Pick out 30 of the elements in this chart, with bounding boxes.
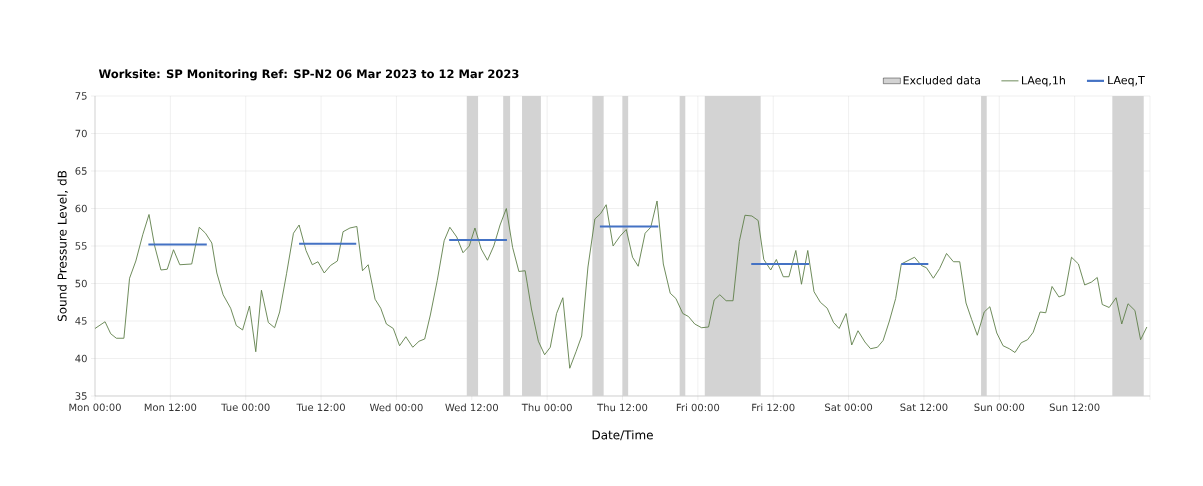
legend-label: Excluded data [903,75,980,85]
y-tick-label: 35 [75,392,87,400]
y-tick-label: 50 [75,279,87,288]
x-tick-label: Wed 12:00 [445,403,499,412]
legend-label: LAeq,T [1108,76,1145,87]
legend-label: LAeq,1h [1022,75,1065,87]
line-series [94,200,1148,369]
x-tick-label: Tue 00:00 [221,403,270,412]
x-tick-label: Fri 00:00 [676,403,720,412]
x-tick-label: Sun 00:00 [974,403,1025,412]
x-axis-title: Date/Time [592,430,653,441]
y-tick-label: 40 [75,354,87,363]
y-tick-label: 75 [75,92,87,100]
x-tick-label: Fri 12:00 [752,403,795,412]
chart-title: Worksite: SP Monitoring Ref: SP-N2 06 Mar 2023 to 12 Mar 2023 [98,69,519,81]
y-tick-label: 60 [75,204,87,213]
x-tick-label: Thu 12:00 [597,403,648,412]
x-tick-label: Sat 12:00 [900,403,948,412]
x-tick-label: Sun 12:00 [1049,403,1100,412]
x-tick-label: Wed 00:00 [369,403,423,412]
x-tick-label: Tue 12:00 [296,403,345,412]
y-axis-title: Sound Pressure Level, dB [57,170,68,322]
y-tick-label: 55 [75,242,87,250]
y-tick-label: 70 [75,129,87,138]
x-tick-label: Mon 12:00 [144,403,197,412]
x-tick-label: Sat 00:00 [825,403,873,412]
x-tick-label: Mon 00:00 [69,403,121,412]
x-tick-label: Thu 00:00 [521,403,572,412]
y-tick-label: 65 [75,167,87,175]
y-tick-label: 45 [75,317,87,325]
